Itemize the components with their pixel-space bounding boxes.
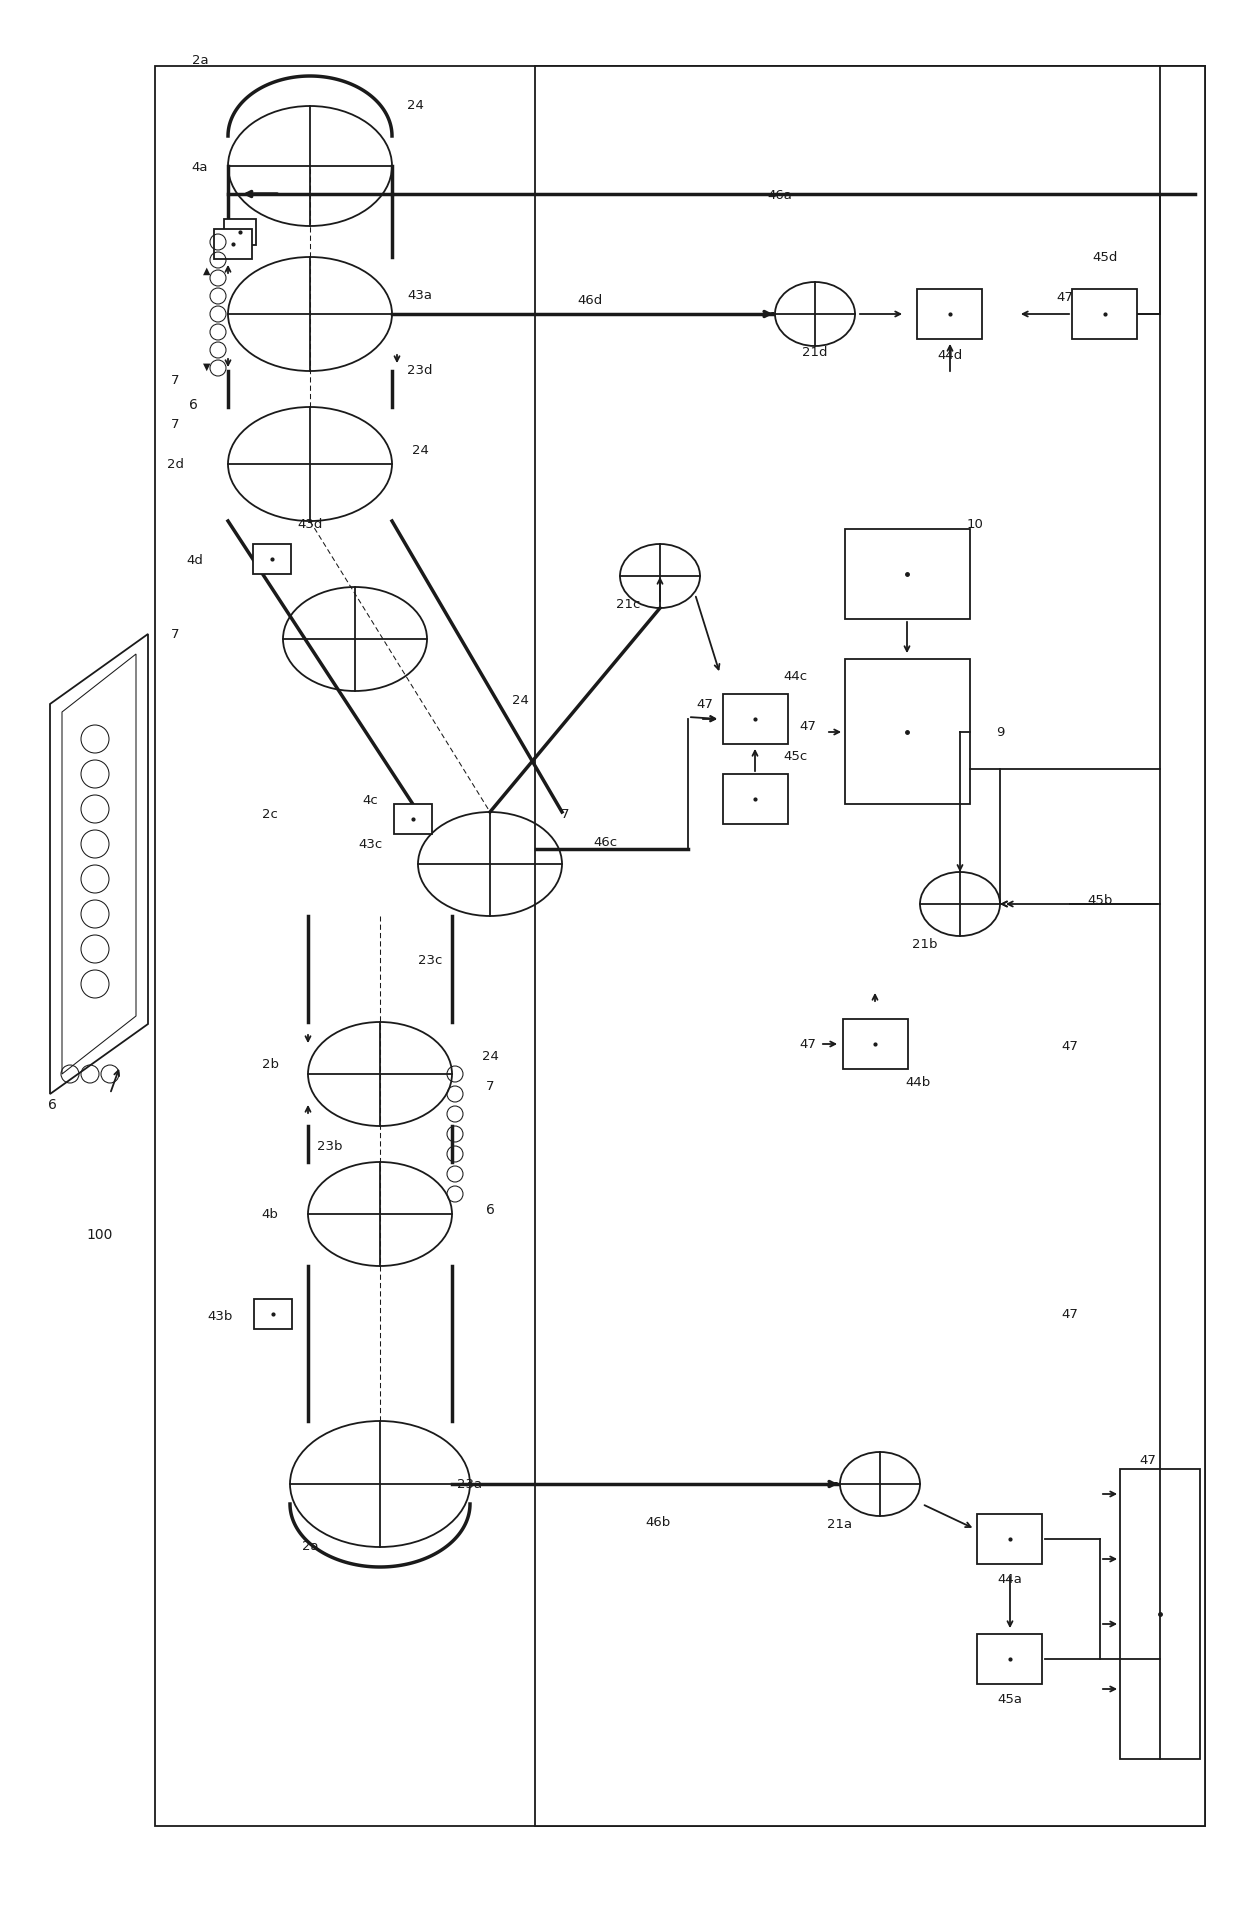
Text: 10: 10	[966, 519, 983, 532]
Text: 21a: 21a	[827, 1518, 853, 1531]
Bar	[977, 1514, 1043, 1564]
Bar	[1120, 1470, 1200, 1759]
Text: 2d: 2d	[166, 457, 184, 471]
Bar	[394, 804, 432, 835]
Text: 44b: 44b	[905, 1076, 931, 1087]
Bar	[844, 530, 970, 620]
Text: 47: 47	[1140, 1453, 1157, 1466]
Text: 44d: 44d	[937, 348, 962, 362]
Text: 21d: 21d	[802, 345, 828, 358]
Text: 47: 47	[1061, 1307, 1079, 1321]
Text: 46c: 46c	[593, 836, 618, 850]
Bar	[215, 230, 252, 260]
Text: 23d: 23d	[407, 364, 433, 377]
Text: 44a: 44a	[997, 1573, 1023, 1585]
Text: 43d: 43d	[298, 519, 322, 532]
Bar	[842, 1020, 908, 1070]
Bar	[253, 545, 291, 574]
Text: 7: 7	[486, 1079, 495, 1093]
Text: 46b: 46b	[645, 1516, 671, 1529]
Text: 44c: 44c	[782, 670, 807, 683]
Text: 100: 100	[87, 1227, 113, 1242]
Text: 24: 24	[407, 98, 423, 111]
Text: 2a: 2a	[192, 54, 208, 67]
Text: 47: 47	[1061, 1039, 1079, 1053]
Text: 43a: 43a	[408, 289, 433, 300]
Text: 2a: 2a	[301, 1539, 319, 1552]
Text: 6: 6	[47, 1097, 57, 1112]
Text: 43b: 43b	[207, 1309, 233, 1323]
Bar	[224, 220, 255, 245]
Text: 46d: 46d	[578, 293, 603, 306]
Text: 7: 7	[171, 419, 180, 431]
Text: 21b: 21b	[913, 938, 937, 951]
Text: 2c: 2c	[262, 808, 278, 821]
Text: 45c: 45c	[782, 750, 807, 764]
Text: 4c: 4c	[362, 792, 378, 806]
Text: 7: 7	[171, 628, 180, 641]
Text: 43c: 43c	[358, 838, 382, 852]
Text: Fig.1: Fig.1	[76, 691, 94, 737]
Text: 46a: 46a	[768, 188, 792, 201]
Text: 6: 6	[188, 398, 197, 412]
Text: 6: 6	[486, 1202, 495, 1217]
Text: ▼: ▼	[203, 362, 211, 371]
Text: 47: 47	[800, 720, 816, 733]
Bar	[723, 775, 787, 825]
Text: 21c: 21c	[616, 599, 640, 611]
Text: 7: 7	[560, 808, 569, 821]
Text: 7: 7	[171, 373, 180, 387]
Text: 4b: 4b	[262, 1208, 279, 1221]
Text: 2b: 2b	[262, 1058, 279, 1072]
Bar	[844, 660, 970, 804]
Text: ▲: ▲	[203, 266, 211, 276]
Text: 45d: 45d	[1092, 251, 1117, 264]
Polygon shape	[50, 635, 148, 1095]
Text: 23a: 23a	[458, 1478, 482, 1491]
Text: 45a: 45a	[997, 1692, 1023, 1705]
Bar	[977, 1635, 1043, 1684]
Text: 47: 47	[697, 699, 713, 712]
Text: 4a: 4a	[192, 161, 208, 174]
Text: 47: 47	[1056, 291, 1074, 302]
Text: 24: 24	[412, 444, 429, 456]
Text: 4d: 4d	[186, 553, 203, 567]
Bar	[155, 67, 1205, 1826]
Bar	[534, 67, 1205, 1826]
Text: 24: 24	[512, 693, 528, 706]
Text: 47: 47	[800, 1037, 816, 1051]
Bar	[723, 695, 787, 745]
Bar	[918, 289, 982, 341]
Text: 23b: 23b	[317, 1141, 342, 1152]
Text: 45b: 45b	[1087, 894, 1112, 905]
Bar	[1073, 289, 1137, 341]
Text: 9: 9	[996, 725, 1004, 739]
Text: 23c: 23c	[418, 953, 443, 967]
Text: 24: 24	[481, 1051, 498, 1062]
Bar	[254, 1300, 291, 1330]
